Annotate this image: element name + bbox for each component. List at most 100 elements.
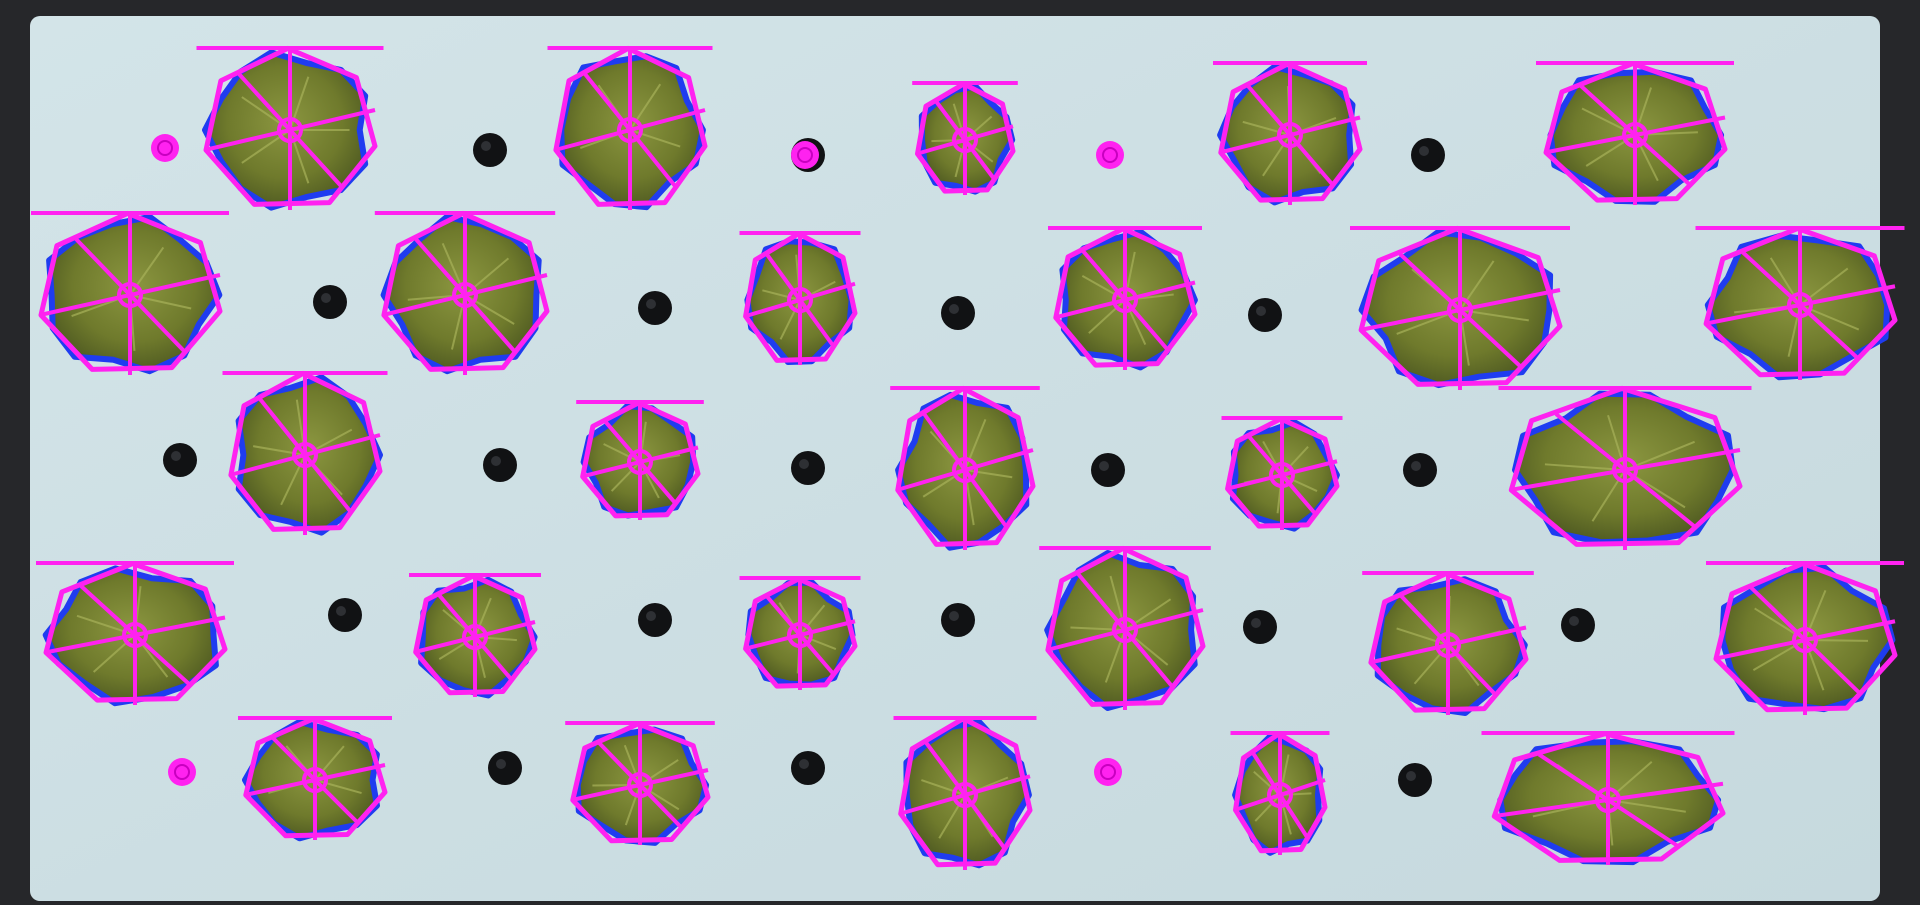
planting-hole — [483, 448, 517, 482]
planting-hole — [473, 133, 507, 167]
centroid-ring — [1112, 287, 1138, 313]
plant — [576, 400, 704, 520]
planting-hole-highlight — [1099, 461, 1109, 471]
leaf-vein — [799, 634, 837, 650]
leaf-vein — [1262, 134, 1291, 177]
planting-hole-highlight — [1569, 616, 1579, 626]
plant — [565, 721, 715, 846]
hull-outline — [1543, 61, 1728, 203]
centroid-dot — [626, 126, 634, 134]
leaf-vein — [314, 779, 362, 795]
hull-outline — [1225, 416, 1340, 529]
leaf-vein — [474, 636, 517, 642]
leaf-vein — [1124, 299, 1147, 346]
leaf-vein — [1544, 463, 1626, 471]
planting-hole — [638, 603, 672, 637]
hull-outline — [1358, 225, 1563, 387]
planting-hole-highlight — [321, 293, 331, 303]
planting-hole-highlight — [799, 459, 809, 469]
marker-dot-ring — [1100, 764, 1116, 780]
leaf-vein — [921, 779, 966, 796]
planting-hole — [1243, 610, 1277, 644]
planting-hole — [941, 603, 975, 637]
plant — [31, 210, 229, 375]
centroid-dot — [796, 296, 804, 304]
centroid-ring — [1269, 462, 1295, 488]
centroid-dot — [1276, 791, 1284, 799]
centroid-ring — [1277, 122, 1303, 148]
leaf-vein — [474, 597, 492, 638]
leaf-vein — [762, 289, 801, 301]
planting-hole — [1248, 298, 1282, 332]
plant — [547, 45, 713, 211]
plant — [1230, 731, 1330, 856]
plant — [409, 573, 541, 699]
hull-outline — [1508, 385, 1743, 547]
centroid-ring — [627, 772, 653, 798]
planting-hole — [1091, 453, 1125, 487]
leaf-vein — [623, 744, 641, 786]
plant — [893, 716, 1037, 870]
planting-hole — [163, 443, 197, 477]
centroid-dot — [961, 791, 969, 799]
leaf-vein — [779, 299, 801, 340]
centroid-dot — [1121, 626, 1129, 634]
leaf-vein — [603, 443, 641, 463]
leaf-vein — [629, 129, 681, 148]
centroid-dot — [1621, 466, 1629, 474]
centroid-ring — [787, 622, 813, 648]
planting-hole — [638, 291, 672, 325]
centroid-dot — [311, 776, 319, 784]
planting-hole-highlight — [1411, 461, 1421, 471]
leaf-vein — [964, 469, 1013, 479]
centroid-dot — [461, 291, 469, 299]
marker-dot-ring — [157, 140, 173, 156]
marker-dot — [151, 134, 179, 162]
centroid-dot — [1444, 641, 1452, 649]
centroid-ring — [117, 282, 143, 308]
centroid-dot — [1796, 301, 1804, 309]
plant — [36, 561, 234, 707]
centroid-dot — [1801, 636, 1809, 644]
centroid-dot — [1286, 131, 1294, 139]
plant — [1350, 225, 1570, 390]
plant — [1481, 731, 1735, 866]
hull-outline — [898, 716, 1033, 868]
planting-hole-highlight — [336, 606, 346, 616]
centroid-dot — [1456, 306, 1464, 314]
leaf-vein — [1281, 446, 1309, 476]
leaf-vein — [1634, 87, 1652, 136]
plant — [1695, 226, 1905, 381]
centroid-dot — [796, 631, 804, 639]
centroid-dot — [636, 458, 644, 466]
centroid-ring — [122, 622, 148, 648]
marker-dot-ring — [174, 764, 190, 780]
leaf-vein — [1396, 627, 1449, 646]
leaf-vein — [1804, 589, 1827, 641]
centroid-ring — [1792, 627, 1818, 653]
plant — [196, 45, 384, 211]
plant — [890, 385, 1040, 551]
planting-hole-highlight — [491, 456, 501, 466]
planting-hole-highlight — [496, 759, 506, 769]
planting-hole-highlight — [1419, 146, 1429, 156]
leaf-vein — [1242, 120, 1291, 136]
hull-outline — [413, 573, 538, 696]
plant — [1498, 385, 1752, 550]
leaf-vein — [314, 745, 345, 781]
hull-outline — [1218, 61, 1363, 203]
leaf-vein — [799, 604, 826, 636]
leaf-vein — [624, 784, 641, 826]
hull-outline — [1053, 226, 1198, 368]
hull-outline — [203, 45, 378, 207]
planting-hole — [941, 296, 975, 330]
planting-hole-highlight — [799, 759, 809, 769]
leaf-vein — [1804, 639, 1825, 691]
hull-outline — [743, 576, 858, 689]
centroid-dot — [1121, 296, 1129, 304]
centroid-dot — [1278, 471, 1286, 479]
centroid-ring — [277, 117, 303, 143]
centroid-ring — [1787, 292, 1813, 318]
leaf-vein — [1081, 274, 1126, 301]
